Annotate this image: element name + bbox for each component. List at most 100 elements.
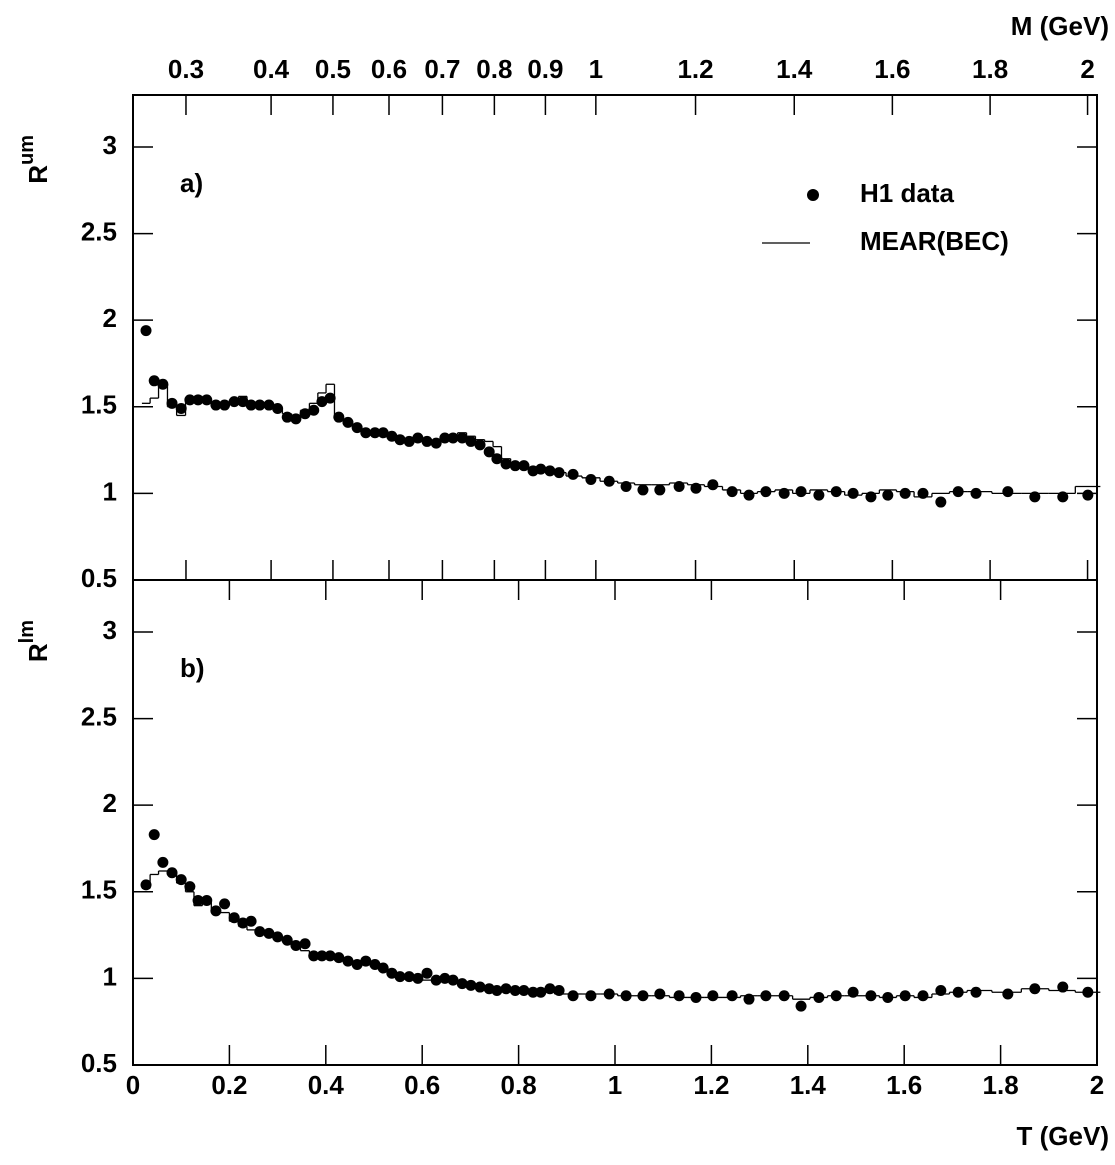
data-point — [654, 484, 666, 496]
data-point — [324, 950, 336, 962]
x-tick-label: 1.2 — [693, 1070, 729, 1100]
x-axis-label: T (GeV) — [1017, 1121, 1109, 1151]
data-point — [192, 394, 204, 406]
data-point — [263, 399, 275, 411]
data-point — [333, 411, 345, 423]
y-axis-label-base: R — [23, 643, 53, 662]
data-point — [290, 413, 302, 425]
data-point — [333, 952, 345, 964]
x-tick-label: 0.8 — [501, 1070, 537, 1100]
data-point — [157, 856, 169, 868]
data-point — [308, 404, 320, 416]
data-point — [795, 486, 807, 498]
y-tick-label: 1.5 — [81, 875, 117, 905]
data-point — [917, 487, 929, 499]
data-point — [535, 463, 547, 475]
data-point — [795, 1000, 807, 1012]
data-point — [527, 986, 539, 998]
x2-tick-label: 0.4 — [253, 54, 290, 84]
data-point — [743, 489, 755, 501]
data-point — [166, 397, 178, 409]
x2-tick-label: 0.7 — [424, 54, 460, 84]
data-point — [210, 399, 222, 411]
data-point — [1057, 491, 1069, 503]
data-point — [585, 990, 597, 1002]
data-point — [509, 460, 521, 472]
x-tick-label: 1.4 — [790, 1070, 827, 1100]
data-point — [308, 950, 320, 962]
legend-label: MEAR(BEC) — [860, 226, 1009, 256]
data-point — [917, 990, 929, 1002]
data-point — [263, 927, 275, 939]
data-point — [465, 435, 477, 447]
data-point — [483, 446, 495, 458]
data-point — [324, 392, 336, 404]
x2-tick-label: 1.8 — [972, 54, 1008, 84]
data-point — [377, 962, 389, 974]
panel-label: a) — [180, 168, 203, 198]
data-point — [210, 905, 222, 917]
data-point — [553, 985, 565, 997]
data-point — [585, 474, 597, 486]
data-point — [970, 986, 982, 998]
x-tick-label: 1 — [608, 1070, 622, 1100]
data-point — [518, 460, 530, 472]
data-point — [360, 427, 372, 439]
data-point — [201, 394, 213, 406]
data-point — [360, 955, 372, 967]
data-point — [184, 394, 196, 406]
y-axis-label: Rum — [16, 135, 53, 184]
data-point — [544, 465, 556, 477]
panel-label: b) — [180, 653, 205, 683]
x2-tick-label: 1.6 — [874, 54, 910, 84]
y-tick-label: 2 — [103, 303, 117, 333]
data-point — [439, 432, 451, 444]
x2-tick-label: 0.9 — [527, 54, 563, 84]
x2-tick-label: 0.8 — [476, 54, 512, 84]
x2-tick-label: 0.3 — [168, 54, 204, 84]
data-point — [726, 990, 738, 1002]
x-tick-label: 1.6 — [886, 1070, 922, 1100]
data-point — [421, 967, 433, 979]
y-tick-label: 3 — [103, 130, 117, 160]
x-tick-label: 0.6 — [404, 1070, 440, 1100]
data-point — [140, 879, 152, 891]
data-point — [673, 480, 685, 492]
x-tick-label: 0 — [126, 1070, 140, 1100]
data-point — [394, 971, 406, 983]
data-point — [865, 491, 877, 503]
legend-label: H1 data — [860, 178, 954, 208]
data-point — [228, 912, 240, 924]
x2-axis-label: M (GeV) — [1011, 11, 1109, 41]
data-point — [184, 881, 196, 893]
x2-tick-label: 0.6 — [371, 54, 407, 84]
data-point — [743, 993, 755, 1005]
data-point — [299, 938, 311, 950]
data-point — [491, 985, 503, 997]
data-point — [1082, 489, 1094, 501]
data-point — [377, 427, 389, 439]
plot-frame — [132, 94, 1098, 581]
data-point — [935, 985, 947, 997]
data-point — [175, 874, 187, 886]
data-point — [778, 487, 790, 499]
data-point — [847, 487, 859, 499]
y-tick-label: 0.5 — [81, 1048, 117, 1078]
data-point — [148, 375, 160, 387]
y-tick-label: 1 — [103, 961, 117, 991]
data-point — [847, 986, 859, 998]
data-point — [899, 487, 911, 499]
x2-tick-label: 1 — [589, 54, 603, 84]
x-tick-label: 0.2 — [211, 1070, 247, 1100]
data-point — [567, 468, 579, 480]
data-point — [1002, 486, 1014, 498]
data-point — [166, 867, 178, 879]
data-point — [935, 496, 947, 508]
data-point — [237, 917, 249, 929]
data-point — [500, 983, 512, 995]
data-point — [500, 458, 512, 470]
legend-marker — [807, 189, 819, 201]
data-point — [228, 396, 240, 408]
